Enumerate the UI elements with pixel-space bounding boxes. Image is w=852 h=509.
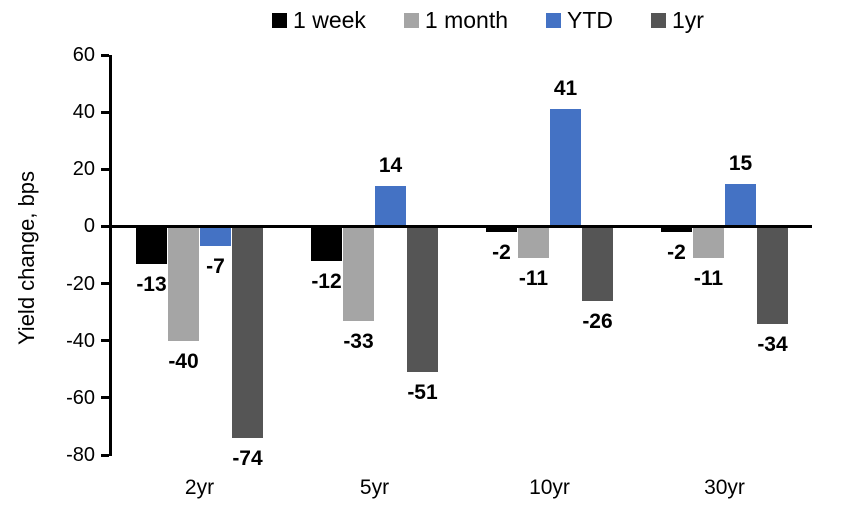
- legend-label: 1 month: [424, 7, 509, 33]
- y-tick-mark: [101, 167, 109, 171]
- legend-item-1yr: 1yr: [651, 7, 704, 33]
- data-label: -74: [232, 446, 263, 470]
- data-label: -26: [582, 309, 613, 333]
- zero-baseline: [112, 225, 812, 228]
- bar-2yr-1-month: [168, 226, 199, 341]
- y-axis-line: [109, 55, 112, 456]
- y-tick-label: -40: [66, 329, 95, 352]
- x-category-label-2yr: 2yr: [184, 476, 215, 499]
- bar-30yr-ytd: [725, 183, 756, 227]
- bar-10yr-ytd: [550, 109, 581, 227]
- legend-swatch-icon: [272, 13, 288, 29]
- legend-swatch-icon: [546, 13, 562, 29]
- y-tick-mark: [101, 53, 109, 57]
- data-label: -13: [136, 272, 167, 296]
- bar-5yr-1-week: [311, 226, 342, 261]
- data-label: 41: [553, 77, 578, 101]
- data-label: -12: [311, 269, 342, 293]
- legend-label: YTD: [567, 7, 614, 33]
- data-label: -33: [343, 329, 374, 353]
- data-label: -40: [168, 349, 199, 373]
- x-category-label-30yr: 30yr: [704, 476, 745, 499]
- legend-swatch-icon: [651, 13, 667, 29]
- x-category-label-10yr: 10yr: [529, 476, 570, 499]
- data-label: -7: [206, 255, 225, 279]
- data-label: 14: [378, 154, 403, 178]
- bar-2yr-ytd: [200, 226, 231, 247]
- legend-swatch-icon: [403, 13, 419, 29]
- data-label: 15: [728, 151, 753, 175]
- legend-item-1-month: 1 month: [403, 7, 509, 33]
- bar-5yr-1-month: [343, 226, 374, 321]
- y-axis-title: Yield change, bps: [14, 170, 39, 346]
- data-label: -2: [492, 241, 511, 265]
- y-tick-label: -60: [66, 386, 95, 409]
- y-tick-mark: [101, 282, 109, 286]
- y-tick-mark: [101, 110, 109, 114]
- bar-10yr-1-week: [486, 226, 517, 233]
- y-tick-mark: [101, 453, 109, 457]
- y-tick-mark: [101, 224, 109, 228]
- bar-2yr-1-week: [136, 226, 167, 264]
- data-label: -2: [667, 241, 686, 265]
- data-label: -51: [407, 381, 438, 405]
- bar-10yr-1-month: [518, 226, 549, 258]
- y-tick-mark: [101, 339, 109, 343]
- bar-30yr-1-month: [693, 226, 724, 258]
- data-label: -11: [518, 266, 549, 290]
- legend-item-ytd: YTD: [546, 7, 614, 33]
- legend-label: 1yr: [672, 7, 704, 33]
- bar-30yr-1-week: [661, 226, 692, 233]
- y-tick-label: 40: [72, 101, 95, 124]
- x-category-label-5yr: 5yr: [359, 476, 390, 499]
- y-tick-label: -80: [66, 444, 95, 466]
- bar-10yr-1yr: [582, 226, 613, 301]
- y-tick-label: 60: [72, 44, 95, 66]
- y-tick-label: 20: [72, 158, 95, 181]
- bar-5yr-1yr: [407, 226, 438, 373]
- y-tick-label: 0: [83, 215, 95, 238]
- bar-30yr-1yr: [757, 226, 788, 324]
- y-tick-label: -20: [66, 272, 95, 295]
- bar-2yr-1yr: [232, 226, 263, 438]
- y-tick-mark: [101, 396, 109, 400]
- chart-legend: 1 week 1 month YTD 1yr: [112, 7, 812, 33]
- plot-area: -13 -12 -2 -2 -40 -33 -11 -11 -7 14 41 15 -74 -51 -26 -…: [112, 55, 812, 470]
- legend-label: 1 week: [293, 7, 366, 33]
- legend-item-1-week: 1 week: [272, 7, 366, 33]
- data-label: -34: [757, 332, 788, 356]
- bar-5yr-ytd: [375, 186, 406, 227]
- data-label: -11: [693, 266, 724, 290]
